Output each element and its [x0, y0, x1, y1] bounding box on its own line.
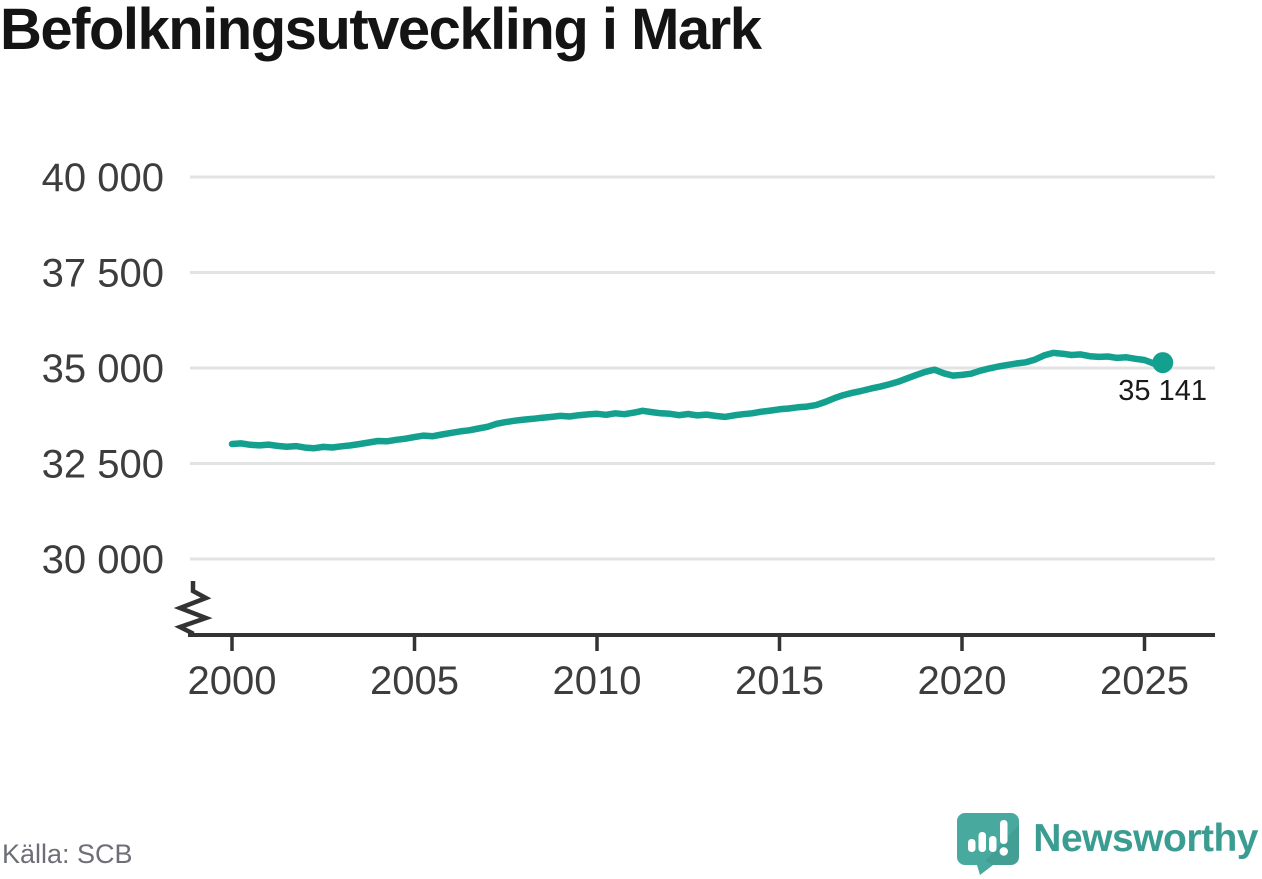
source-note: Källa: SCB [2, 839, 133, 869]
y-tick-label: 32 500 [42, 443, 164, 487]
y-tick-label: 30 000 [42, 538, 164, 582]
x-tick-label: 2015 [735, 659, 824, 703]
logo-exclamation-bar [1000, 820, 1008, 844]
end-value-label: 35 141 [1118, 375, 1207, 407]
axis-break-icon [173, 581, 213, 637]
brand-name: Newsworthy [1033, 816, 1258, 860]
page-title: Befolkningsutveckling i Mark [0, 0, 762, 62]
logo-bar-3 [989, 836, 997, 852]
end-point-dot [1152, 352, 1174, 374]
y-tick-label: 37 500 [42, 252, 164, 296]
x-tick-label: 2010 [553, 659, 642, 703]
logo-bar-2 [978, 832, 987, 852]
y-tick-label: 35 000 [42, 347, 164, 391]
newsworthy-logo-icon [957, 813, 1020, 875]
logo-bar-1 [968, 839, 976, 852]
brand-lockup: Newsworthy [955, 811, 1258, 875]
population-chart: 30 000 32 500 35 000 37 500 40 000 2000 2005 20… [42, 156, 1215, 703]
x-tick-label: 2000 [188, 659, 277, 703]
x-tick-label: 2020 [918, 659, 1007, 703]
logo-exclamation-dot [999, 847, 1009, 856]
population-line [228, 349, 1167, 452]
x-tick-label: 2025 [1100, 659, 1189, 703]
x-tick-label: 2005 [370, 659, 459, 703]
y-tick-label: 40 000 [42, 156, 164, 200]
